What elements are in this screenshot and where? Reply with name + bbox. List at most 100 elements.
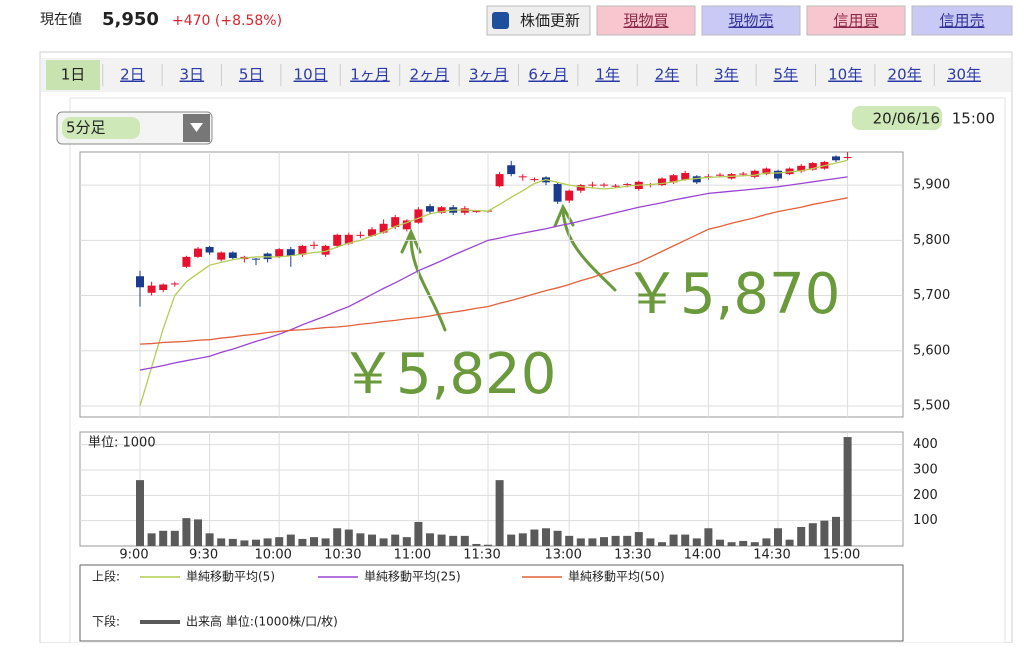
candle-body	[588, 184, 597, 186]
button-label[interactable]: 現物売	[728, 12, 773, 30]
candle-body	[391, 217, 400, 228]
volume-bar	[646, 538, 655, 546]
volume-bar	[658, 542, 666, 546]
candle-body	[518, 176, 527, 178]
annotation-arrows	[400, 203, 617, 332]
tab[interactable]: 20年	[888, 66, 922, 84]
tab[interactable]: 5日	[239, 66, 264, 84]
volume-bar	[542, 528, 550, 546]
volume-bar	[310, 537, 318, 546]
candle-body	[774, 170, 782, 179]
volume-bar	[449, 535, 458, 546]
candle-body	[750, 170, 759, 177]
volume-bar	[437, 534, 446, 546]
volume-bar	[147, 533, 156, 546]
volume-bar	[170, 530, 179, 546]
legend-entry: 単純移動平均(25)	[364, 570, 461, 584]
y-tick-label: 5,700	[913, 288, 950, 303]
tab[interactable]: 2ヶ月	[410, 66, 450, 84]
volume-bar	[391, 534, 400, 546]
arrow	[561, 208, 617, 292]
legend-box	[79, 564, 904, 642]
tab-active[interactable]	[46, 60, 100, 90]
interval[interactable]: 5分足	[66, 119, 106, 137]
tab[interactable]: 1ヶ月	[350, 66, 390, 84]
price-plot	[79, 151, 904, 418]
tab[interactable]: 5年	[774, 66, 799, 84]
x-tick-label: 9:00	[119, 548, 148, 563]
volume-bar	[704, 528, 713, 546]
volume-bar	[634, 532, 643, 546]
x-tick-label: 15:00	[823, 548, 860, 563]
tab[interactable]: 2日	[120, 66, 145, 84]
candle-body	[600, 184, 608, 186]
volume-bar	[797, 527, 806, 546]
price-label: 現在値	[40, 12, 82, 28]
volume-bar	[460, 535, 469, 546]
volume-bar	[472, 543, 481, 546]
volume-bar	[344, 529, 353, 546]
volume-bar	[426, 533, 434, 546]
candle-body	[576, 185, 585, 191]
candle-body	[275, 249, 284, 257]
legend-label: 上段:	[92, 569, 120, 584]
volume-bar	[669, 534, 678, 546]
tab[interactable]: 30年	[947, 66, 981, 84]
button-label[interactable]: 信用売	[939, 12, 984, 30]
candle-body	[797, 165, 806, 172]
button[interactable]	[596, 5, 696, 36]
highlight	[62, 117, 140, 139]
volume-bar	[275, 537, 284, 546]
interval-select[interactable]: 5分足	[56, 111, 213, 145]
candle-body	[495, 174, 504, 187]
volume-bar	[252, 539, 260, 546]
tab[interactable]: 10年	[828, 66, 862, 84]
volume-bar	[785, 539, 794, 546]
refresh-icon[interactable]	[492, 12, 509, 29]
volume-bar	[553, 530, 562, 546]
tab[interactable]: 2年	[655, 66, 680, 84]
tab[interactable]: 6ヶ月	[528, 66, 568, 84]
x-tick-label: 11:30	[463, 548, 500, 563]
y-tick-label: 5,500	[913, 398, 950, 413]
candle-body	[159, 284, 168, 291]
candle-body	[286, 249, 295, 256]
volume-bar	[692, 538, 701, 546]
tab[interactable]: 3日	[180, 66, 205, 84]
button-label[interactable]: 現物買	[623, 12, 668, 30]
candle-body	[843, 157, 852, 159]
candle-body	[194, 248, 202, 257]
candle-body	[368, 229, 376, 236]
volume-bar	[379, 538, 388, 546]
candle-body	[228, 252, 237, 258]
x-tick-label: 14:30	[753, 548, 790, 563]
button-label[interactable]: 株価更新	[520, 12, 580, 30]
button[interactable]	[806, 5, 906, 36]
candle-body	[472, 211, 481, 213]
chart-area	[69, 97, 1006, 644]
volume-bar	[681, 534, 690, 546]
button-label[interactable]: 信用買	[833, 12, 878, 30]
volume-bar	[333, 528, 342, 546]
legend-entry: 単純移動平均(5)	[186, 570, 275, 584]
x-tick-label: 10:30	[324, 548, 361, 563]
candle-body	[402, 220, 411, 230]
legend-label: 下段:	[92, 614, 120, 629]
volume-bar	[136, 480, 144, 546]
volume-bar	[368, 534, 376, 546]
annotation: ￥5,820	[340, 342, 556, 407]
x-tick-label: 13:30	[614, 548, 651, 563]
button[interactable]	[911, 5, 1013, 36]
tab[interactable]: 3ヶ月	[469, 66, 509, 84]
tab[interactable]: 3年	[714, 66, 739, 84]
arrow-head	[400, 228, 422, 254]
tab[interactable]: 1年	[595, 66, 620, 84]
tab[interactable]: 10日	[294, 66, 328, 84]
candle-body	[739, 173, 748, 175]
annotation: ￥5,870	[624, 262, 840, 327]
tab[interactable]: 1日	[61, 66, 86, 84]
volume-bar	[414, 521, 423, 546]
button[interactable]	[701, 5, 801, 36]
candle-body	[692, 176, 701, 183]
